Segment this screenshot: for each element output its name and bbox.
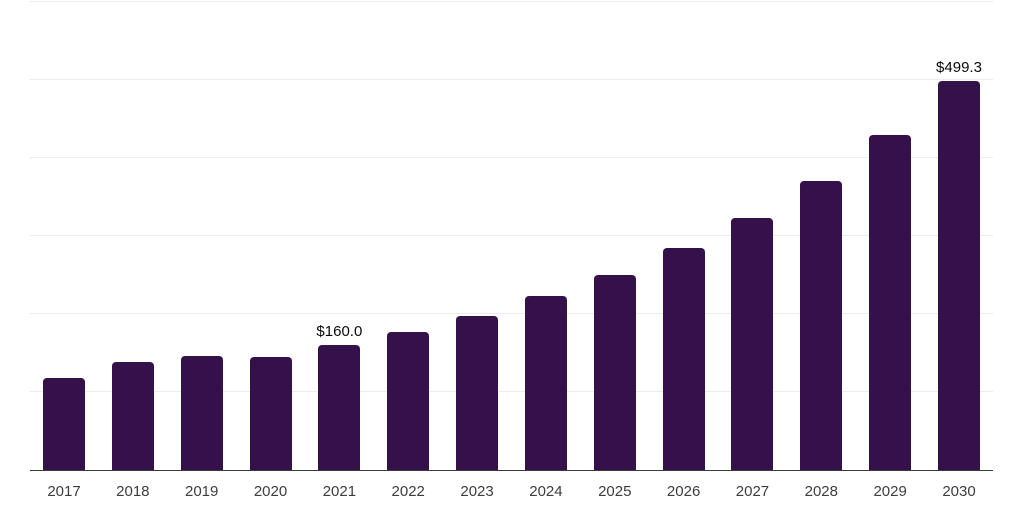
gridline-200 bbox=[30, 313, 993, 314]
x-tick-2021: 2021 bbox=[322, 483, 357, 500]
x-tick-2022: 2022 bbox=[391, 483, 425, 500]
data-label-2021: $160.0 bbox=[316, 323, 363, 341]
bar-2023 bbox=[456, 315, 499, 470]
x-tick-2026: 2026 bbox=[666, 483, 701, 500]
x-tick-2028: 2028 bbox=[804, 483, 838, 500]
x-tick-2017: 2017 bbox=[47, 483, 81, 500]
gridline-100 bbox=[30, 391, 993, 392]
bar-2029 bbox=[869, 134, 912, 470]
data-label-2030: $499.3 bbox=[936, 58, 982, 76]
bar-2028 bbox=[800, 180, 843, 470]
bar-2027 bbox=[731, 217, 774, 470]
x-tick-2018: 2018 bbox=[116, 483, 150, 500]
x-tick-2024: 2024 bbox=[529, 483, 563, 500]
bar-2020 bbox=[249, 356, 292, 470]
bar-2018 bbox=[111, 361, 154, 470]
x-tick-2020: 2020 bbox=[253, 483, 288, 500]
bar-2024 bbox=[524, 296, 567, 470]
x-tick-2029: 2029 bbox=[873, 483, 907, 500]
gridline-400 bbox=[30, 157, 993, 158]
bar-2021 bbox=[318, 345, 361, 470]
x-axis-labels: 2017 2018 2019 2020 2021 2022 2023 2024 2025 2026… bbox=[30, 483, 993, 505]
x-tick-2027: 2027 bbox=[735, 483, 770, 500]
gridline-500 bbox=[30, 79, 993, 80]
bar-2017 bbox=[43, 377, 85, 470]
x-tick-2023: 2023 bbox=[460, 483, 494, 500]
bar-2025 bbox=[593, 275, 636, 470]
bar-2026 bbox=[662, 248, 705, 470]
x-tick-2019: 2019 bbox=[185, 483, 219, 500]
gridline-300 bbox=[30, 235, 993, 236]
bar-2022 bbox=[387, 331, 430, 470]
x-axis-line bbox=[30, 469, 993, 471]
bar-2030 bbox=[938, 80, 980, 470]
plot-area: $160.0 $499.3 bbox=[30, 1, 993, 471]
x-tick-2030: 2030 bbox=[942, 483, 976, 500]
bar-2019 bbox=[180, 355, 223, 470]
x-tick-2025: 2025 bbox=[598, 483, 632, 500]
gridline-600 bbox=[30, 1, 993, 2]
